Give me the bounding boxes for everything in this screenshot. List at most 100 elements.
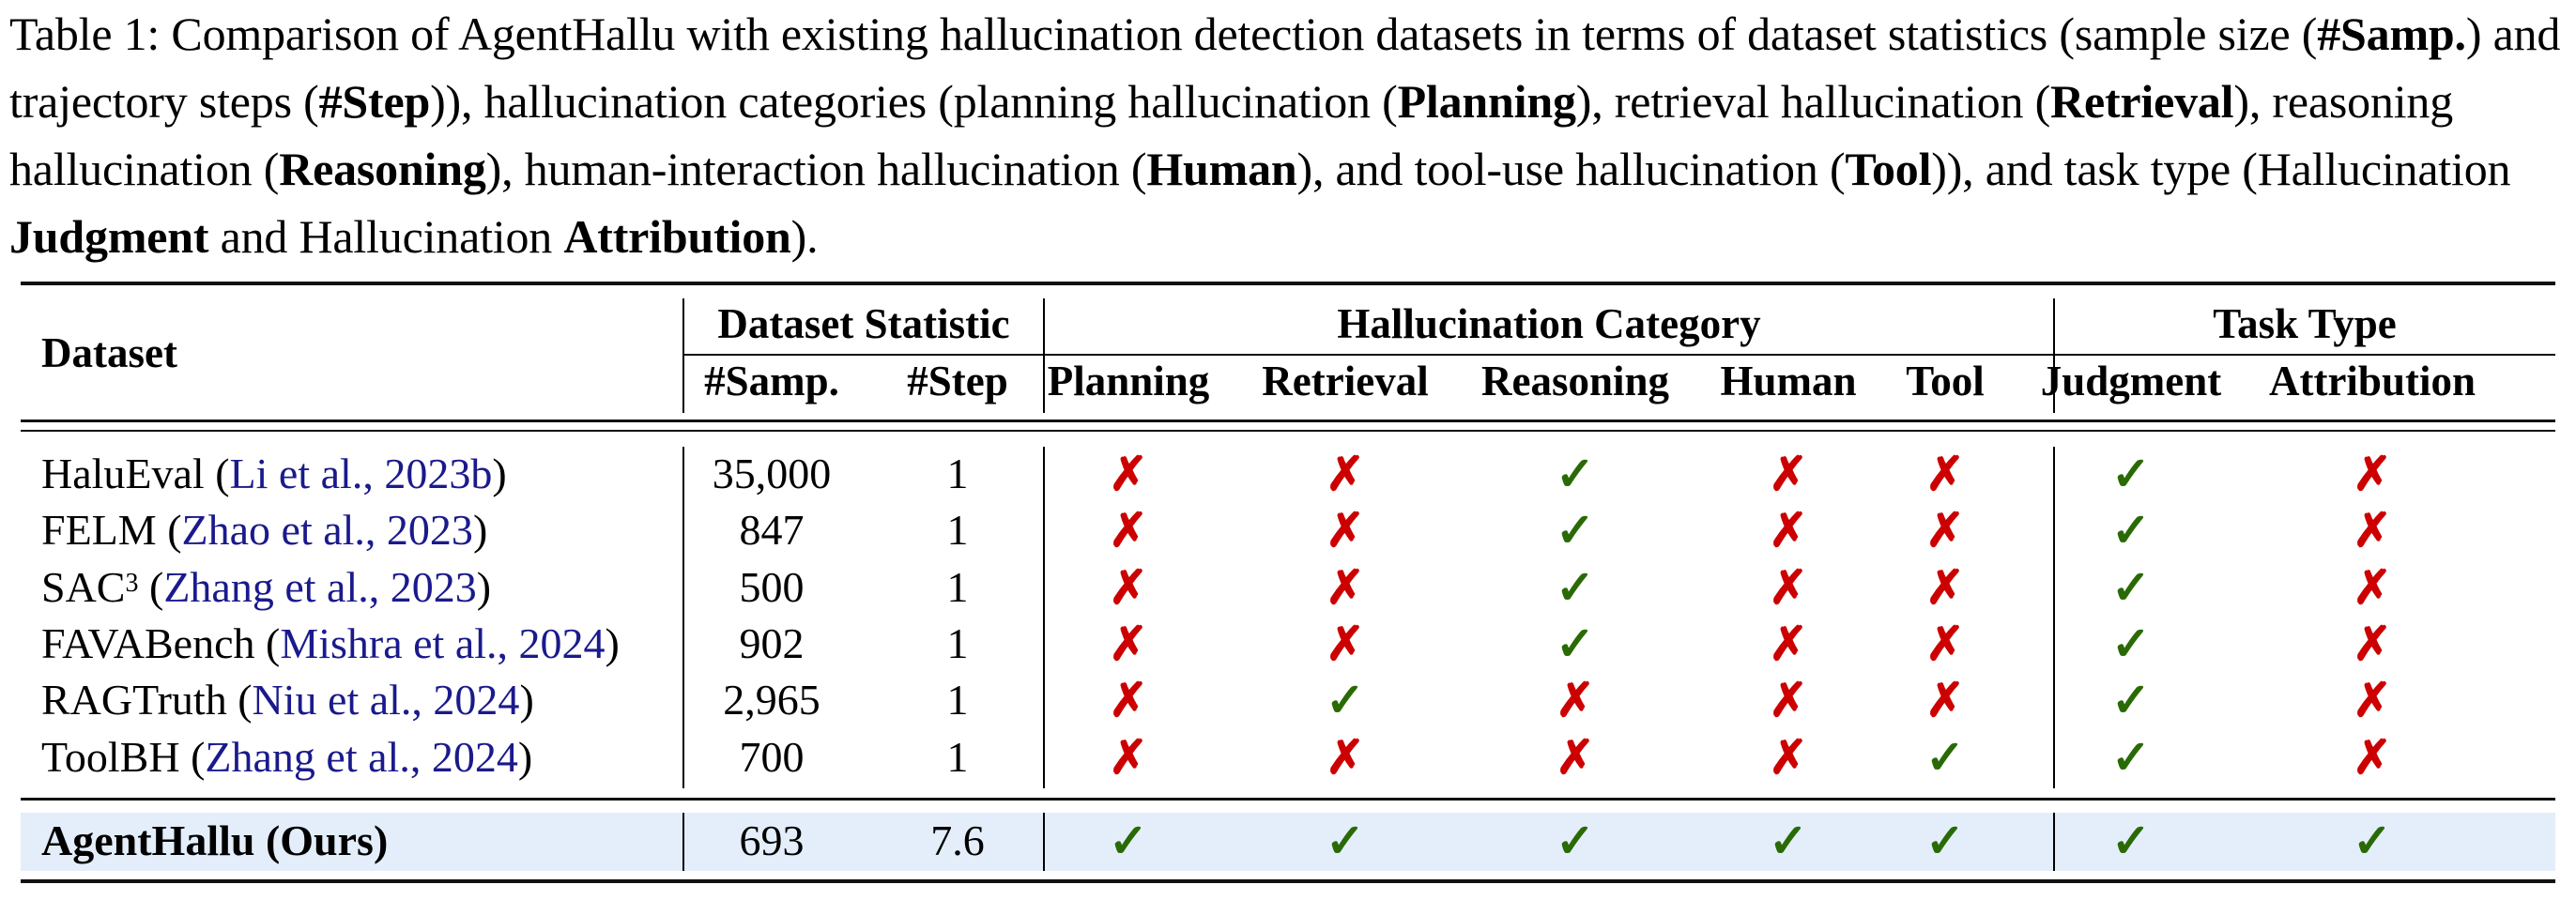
dataset-label: HaluEval [41, 450, 205, 497]
column-header: #Samp. [704, 358, 839, 404]
caption-label: Table 1: [9, 8, 161, 60]
sample-count: 847 [739, 506, 805, 554]
caption-bold-term: Tool [1845, 143, 1932, 195]
caption-bold-term: #Step [318, 75, 431, 128]
citation-link[interactable]: Zhao et al., 2023 [181, 506, 473, 554]
step-count: 1 [946, 563, 969, 611]
citation-link[interactable]: Niu et al., 2024 [252, 676, 520, 724]
column-header: Judgment [2040, 358, 2222, 404]
citation-link[interactable]: Mishra et al., 2024 [280, 619, 606, 667]
caption-bold-term: Attribution [563, 210, 791, 263]
check-icon: ✓ [1925, 731, 1965, 784]
cross-icon: ✗ [1925, 448, 1965, 500]
table-caption: Table 1: Comparison of AgentHallu with e… [9, 0, 2572, 270]
caption-bold-term: Retrieval [2050, 75, 2234, 128]
divider-cat-body [1043, 447, 1045, 788]
cross-icon: ✗ [1769, 731, 1808, 784]
cross-icon: ✗ [1109, 731, 1148, 784]
caption-text: ) and trajectory steps ( [9, 8, 2561, 128]
step-count: 1 [946, 450, 969, 497]
divider-task-body [2053, 447, 2055, 788]
caption-bold-term: Planning [1397, 75, 1576, 128]
check-icon: ✓ [1326, 674, 1365, 726]
check-icon: ✓ [2353, 815, 2392, 867]
check-icon: ✓ [1556, 618, 1595, 670]
column-header: Reasoning [1480, 358, 1670, 404]
cross-icon: ✗ [2353, 618, 2392, 670]
sample-count: 902 [739, 619, 805, 667]
header-dataset: Dataset [41, 329, 177, 376]
column-header: Retrieval [1262, 358, 1429, 404]
dataset-label: FAVABench [41, 619, 255, 667]
group-header-rule [683, 354, 2555, 356]
caption-text: ), and tool-use hallucination ( [1296, 143, 1846, 195]
cross-icon: ✗ [1556, 674, 1595, 726]
caption-text: ). [790, 210, 819, 263]
column-header: Tool [1906, 358, 1985, 404]
check-icon: ✓ [1769, 815, 1808, 867]
sample-count: 2,965 [723, 676, 820, 724]
dataset-label: RAGTruth [41, 676, 227, 724]
superscript: 3 [125, 569, 139, 598]
dataset-label: FELM [41, 506, 157, 554]
caption-text: Comparison of AgentHallu with existing h… [160, 8, 2318, 60]
divider-cat [1043, 298, 1045, 413]
check-icon: ✓ [1556, 815, 1595, 867]
header-bottom-rule [21, 419, 2555, 422]
cross-icon: ✗ [1925, 561, 1965, 614]
cross-icon: ✗ [1109, 674, 1148, 726]
cross-icon: ✗ [2353, 448, 2392, 500]
dataset-name: SAC3 (Zhang et al., 2023) [41, 563, 492, 611]
cross-icon: ✗ [1769, 448, 1808, 500]
ours-step-count: 7.6 [930, 816, 985, 864]
divider-stat-body [682, 447, 684, 788]
cross-icon: ✗ [1109, 561, 1148, 614]
cross-icon: ✗ [1769, 618, 1808, 670]
bottom-rule [21, 879, 2555, 883]
citation-link[interactable]: Zhang et al., 2024 [205, 733, 518, 781]
divider-task [2053, 298, 2055, 413]
caption-bold-term: #Samp. [2317, 8, 2466, 60]
cross-icon: ✗ [2353, 504, 2392, 557]
caption-text: ), human-interaction hallucination ( [485, 143, 1147, 195]
citation-link[interactable]: Li et al., 2023b [229, 450, 493, 497]
citation-link[interactable]: Zhang et al., 2023 [163, 563, 477, 611]
cross-icon: ✗ [1769, 561, 1808, 614]
check-icon: ✓ [1556, 448, 1595, 500]
divider-stat [682, 298, 684, 413]
column-header: Human [1720, 358, 1857, 404]
header-group-task: Task Type [2213, 300, 2397, 347]
check-icon: ✓ [2111, 674, 2151, 726]
column-header: Planning [1047, 358, 1210, 404]
cross-icon: ✗ [1556, 731, 1595, 784]
dataset-label: ToolBH [41, 733, 180, 781]
caption-bold-term: Reasoning [279, 143, 486, 195]
check-icon: ✓ [2111, 815, 2151, 867]
sample-count: 35,000 [712, 450, 832, 497]
ours-dataset-name: AgentHallu (Ours) [41, 816, 389, 864]
caption-bold-term: Human [1146, 143, 1297, 195]
cross-icon: ✗ [1326, 448, 1365, 500]
sample-count: 500 [739, 563, 805, 611]
check-icon: ✓ [2111, 561, 2151, 614]
step-count: 1 [946, 506, 969, 554]
column-header: #Step [907, 358, 1008, 404]
dataset-name: HaluEval (Li et al., 2023b) [41, 450, 507, 497]
sample-count: 700 [739, 733, 805, 781]
dataset-name: FELM (Zhao et al., 2023) [41, 506, 488, 554]
check-icon: ✓ [1326, 815, 1365, 867]
cross-icon: ✗ [1109, 504, 1148, 557]
check-icon: ✓ [1925, 815, 1965, 867]
cross-icon: ✗ [2353, 674, 2392, 726]
check-icon: ✓ [2111, 504, 2151, 557]
caption-text: and Hallucination [208, 210, 564, 263]
cross-icon: ✗ [1109, 618, 1148, 670]
check-icon: ✓ [2111, 731, 2151, 784]
divider-task-ours [2053, 813, 2055, 871]
header-group-statistic: Dataset Statistic [717, 300, 1010, 347]
check-icon: ✓ [2111, 618, 2151, 670]
caption-text: )), and task type (Hallucination [1931, 143, 2511, 195]
cross-icon: ✗ [1109, 448, 1148, 500]
dataset-name: ToolBH (Zhang et al., 2024) [41, 733, 533, 781]
dataset-name: FAVABench (Mishra et al., 2024) [41, 619, 620, 667]
